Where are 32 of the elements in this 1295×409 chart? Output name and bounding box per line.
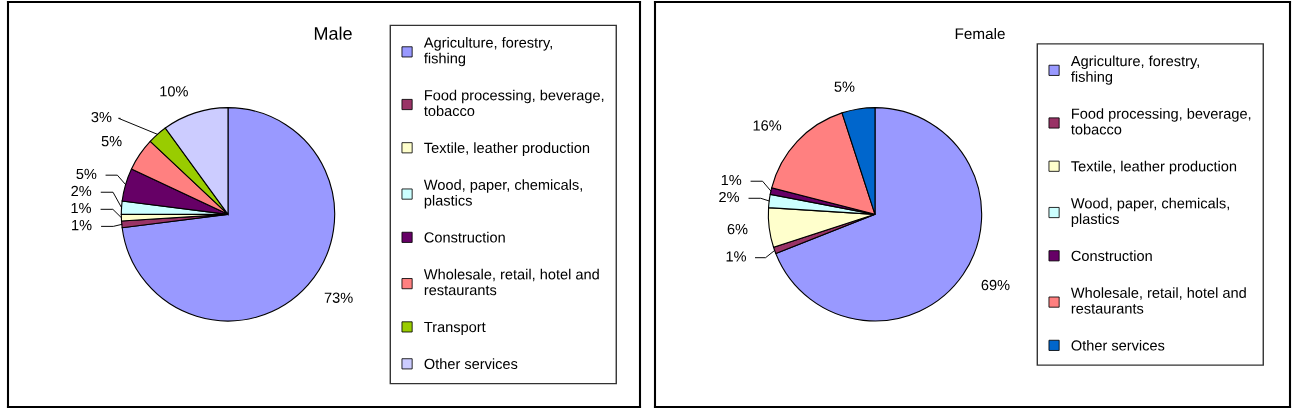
data-label: 6%	[727, 223, 748, 235]
legend-label: Agriculture, forestry, fishing	[423, 37, 552, 67]
data-label: 5%	[76, 168, 97, 180]
data-label: 1%	[726, 251, 747, 262]
data-label: 1%	[72, 220, 92, 231]
legend-label: Food processing, beverage, tobacco	[1071, 108, 1251, 135]
legend-label: Food processing, beverage, tobacco	[424, 89, 604, 117]
data-label: 1%	[721, 174, 742, 186]
data-label: 3%	[91, 111, 112, 123]
legend-label: Textile, leather production	[424, 142, 590, 156]
data-label: 5%	[101, 136, 122, 147]
legend-label: Other services	[1071, 339, 1165, 351]
legend-label: Wholesale, retail, hotel and restaurants	[423, 268, 599, 296]
data-label: 2%	[719, 191, 740, 203]
data-label: 1%	[71, 202, 92, 214]
chart-title: Female	[955, 27, 1005, 40]
data-label: 69%	[981, 279, 1010, 291]
data-label: 16%	[753, 120, 782, 131]
legend-label: Wood, paper, chemicals, plastics	[423, 179, 582, 209]
data-label: 10%	[160, 86, 188, 97]
legend-label: Construction	[1071, 250, 1152, 262]
legend-label: Construction	[424, 231, 505, 243]
data-label: 73%	[324, 292, 353, 303]
legend-label: Wholesale, retail, hotel and restaurants	[1070, 287, 1246, 314]
data-label: 5%	[834, 81, 855, 92]
legend-label: Textile, leather production	[1071, 160, 1237, 175]
legend-label: Other services	[424, 358, 518, 370]
data-label: 2%	[71, 185, 92, 197]
legend-label: Transport	[424, 321, 486, 336]
legend-label: Wood, paper, chemicals, plastics	[1070, 197, 1229, 228]
legend-label: Agriculture, forestry, fishing	[1070, 55, 1199, 85]
chart-title: Male	[314, 26, 352, 40]
